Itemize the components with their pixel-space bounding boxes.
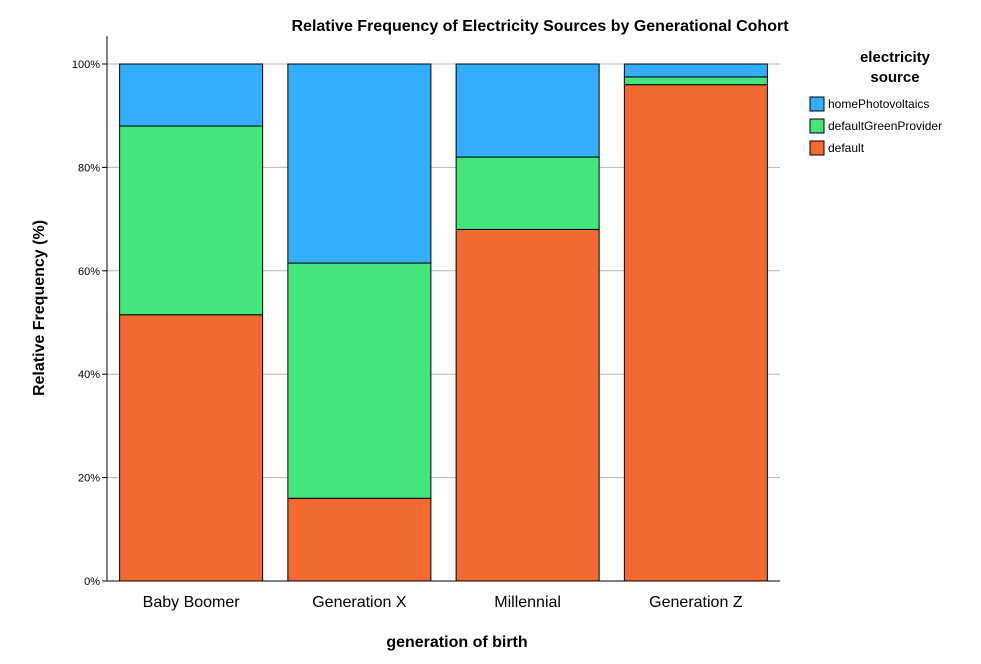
y-tick-label: 100%: [72, 59, 100, 71]
bar-segment-homePhotovoltaics: [119, 63, 264, 127]
bar-segment-homePhotovoltaics: [287, 63, 432, 264]
bar-segment-default: [287, 497, 432, 582]
y-axis-ticks: 0% 20% 40% 60% 80% 100%: [72, 59, 107, 588]
legend-label-defaultGreenProvider: defaultGreenProvider: [828, 119, 942, 133]
y-tick-label: 60%: [78, 266, 100, 278]
legend-items: homePhotovoltaics defaultGreenProvider def…: [809, 96, 942, 156]
legend-title-line-2: source: [870, 69, 919, 86]
bar-segment-defaultGreenProvider: [455, 156, 600, 230]
x-axis-categories: Baby Boomer Generation X Millennial Generat…: [143, 594, 743, 611]
x-category-label: Generation X: [312, 594, 407, 611]
legend-swatch-homePhotovoltaics: [809, 96, 825, 112]
legend-swatch-default: [809, 140, 825, 156]
bars: [119, 63, 768, 582]
bar-segment-default: [623, 84, 768, 582]
legend: electricity source homePhotovoltaics defa…: [809, 49, 942, 156]
bar-segment-homePhotovoltaics: [455, 63, 600, 158]
legend-label-default: default: [828, 141, 865, 155]
y-tick-label: 20%: [78, 473, 100, 485]
x-axis-title: generation of birth: [386, 634, 527, 651]
bar-segment-defaultGreenProvider: [623, 76, 768, 86]
y-axis-title: Relative Frequency (%): [31, 220, 48, 396]
bar-segment-defaultGreenProvider: [119, 125, 264, 316]
chart-title: Relative Frequency of Electricity Source…: [291, 18, 789, 35]
x-category-label: Baby Boomer: [143, 594, 241, 611]
x-category-label: Generation Z: [649, 594, 743, 611]
bar-segment-defaultGreenProvider: [287, 262, 432, 499]
legend-swatch-defaultGreenProvider: [809, 118, 825, 134]
y-tick-label: 0%: [84, 576, 100, 588]
x-category-label: Millennial: [494, 594, 561, 611]
axes: [106, 36, 780, 582]
y-tick-label: 80%: [78, 162, 100, 174]
bar-segment-default: [119, 314, 264, 582]
bar-segment-default: [455, 228, 600, 582]
legend-label-homePhotovoltaics: homePhotovoltaics: [828, 97, 929, 111]
legend-title-line-1: electricity: [860, 49, 931, 66]
y-tick-label: 40%: [78, 369, 100, 381]
bar-segment-homePhotovoltaics: [623, 63, 768, 78]
